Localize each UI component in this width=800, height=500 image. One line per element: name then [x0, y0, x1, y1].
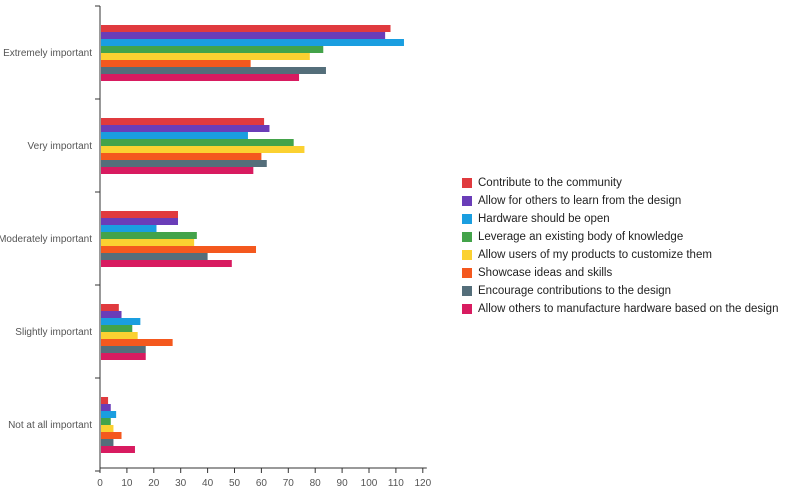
category-label: Very important — [28, 141, 93, 152]
x-tick-label: 60 — [256, 478, 268, 489]
x-tick-label: 30 — [175, 478, 187, 489]
x-tick-label: 70 — [283, 478, 295, 489]
bar — [101, 74, 300, 81]
legend-item: Allow others to manufacture hardware bas… — [462, 300, 800, 318]
bar — [101, 225, 157, 232]
x-tick-label: 50 — [229, 478, 241, 489]
bar — [101, 425, 114, 432]
x-tick-label: 20 — [148, 478, 160, 489]
bar — [101, 332, 138, 339]
chart-bars — [101, 25, 404, 453]
x-tick-label: 90 — [337, 478, 349, 489]
legend-swatch — [462, 304, 472, 314]
bar — [101, 311, 122, 318]
legend-swatch — [462, 178, 472, 188]
bar — [101, 53, 310, 60]
category-label: Moderately important — [0, 234, 92, 245]
bar — [101, 232, 197, 239]
legend-swatch — [462, 250, 472, 260]
x-axis-ticks: 0 10 20 30 40 50 60 70 80 90 100 110 120 — [97, 468, 432, 489]
bar — [101, 218, 179, 225]
bar — [101, 432, 122, 439]
x-tick-label: 120 — [414, 478, 431, 489]
bar — [101, 318, 141, 325]
legend-item: Allow for others to learn from the desig… — [462, 192, 800, 210]
chart-legend: Contribute to the community Allow for oth… — [462, 174, 800, 318]
category-label: Extremely important — [3, 48, 92, 59]
legend-item: Leverage an existing body of knowledge — [462, 228, 800, 246]
bar — [101, 346, 146, 353]
bar — [101, 304, 119, 311]
x-tick-label: 100 — [361, 478, 378, 489]
legend-label: Leverage an existing body of knowledge — [478, 231, 684, 243]
legend-swatch — [462, 286, 472, 296]
bar — [101, 32, 386, 39]
bar — [101, 146, 305, 153]
bar — [101, 132, 248, 139]
x-tick-label: 110 — [388, 478, 404, 489]
bar — [101, 67, 326, 74]
legend-label: Contribute to the community — [478, 177, 622, 189]
bar — [101, 397, 109, 404]
legend-swatch — [462, 214, 472, 224]
bar — [101, 153, 262, 160]
bar — [101, 253, 208, 260]
x-tick-label: 10 — [121, 478, 133, 489]
bar — [101, 167, 254, 174]
bar — [101, 211, 179, 218]
category-label: Not at all important — [8, 420, 92, 431]
legend-label: Hardware should be open — [478, 213, 610, 225]
legend-item: Hardware should be open — [462, 210, 800, 228]
bar — [101, 25, 391, 32]
category-labels: Extremely important Very important Moderat… — [0, 48, 92, 431]
bar — [101, 39, 404, 46]
legend-item: Contribute to the community — [462, 174, 800, 192]
bar — [101, 239, 195, 246]
bar — [101, 139, 294, 146]
legend-swatch — [462, 268, 472, 278]
legend-item: Showcase ideas and skills — [462, 264, 800, 282]
bar — [101, 439, 114, 446]
bar — [101, 46, 324, 53]
x-tick-label: 0 — [97, 478, 103, 489]
bar — [101, 125, 270, 132]
bar — [101, 353, 146, 360]
legend-item: Allow users of my products to customize … — [462, 246, 800, 264]
legend-label: Showcase ideas and skills — [478, 267, 613, 279]
bar — [101, 325, 133, 332]
legend-item: Encourage contributions to the design — [462, 282, 800, 300]
x-tick-label: 80 — [310, 478, 322, 489]
bar — [101, 246, 257, 253]
bar — [101, 418, 111, 425]
bar — [101, 446, 135, 453]
bar — [101, 339, 173, 346]
bar — [101, 404, 111, 411]
x-tick-label: 40 — [202, 478, 214, 489]
category-label: Slightly important — [15, 327, 92, 338]
bar — [101, 118, 265, 125]
chart-axes — [95, 5, 427, 472]
legend-label: Allow for others to learn from the desig… — [478, 195, 682, 207]
legend-swatch — [462, 232, 472, 242]
bar — [101, 260, 232, 267]
bar — [101, 411, 117, 418]
legend-label: Encourage contributions to the design — [478, 285, 672, 297]
legend-swatch — [462, 196, 472, 206]
bar — [101, 60, 251, 67]
legend-label: Allow users of my products to customize … — [478, 249, 712, 261]
bar — [101, 160, 267, 167]
legend-label: Allow others to manufacture hardware bas… — [478, 303, 779, 315]
